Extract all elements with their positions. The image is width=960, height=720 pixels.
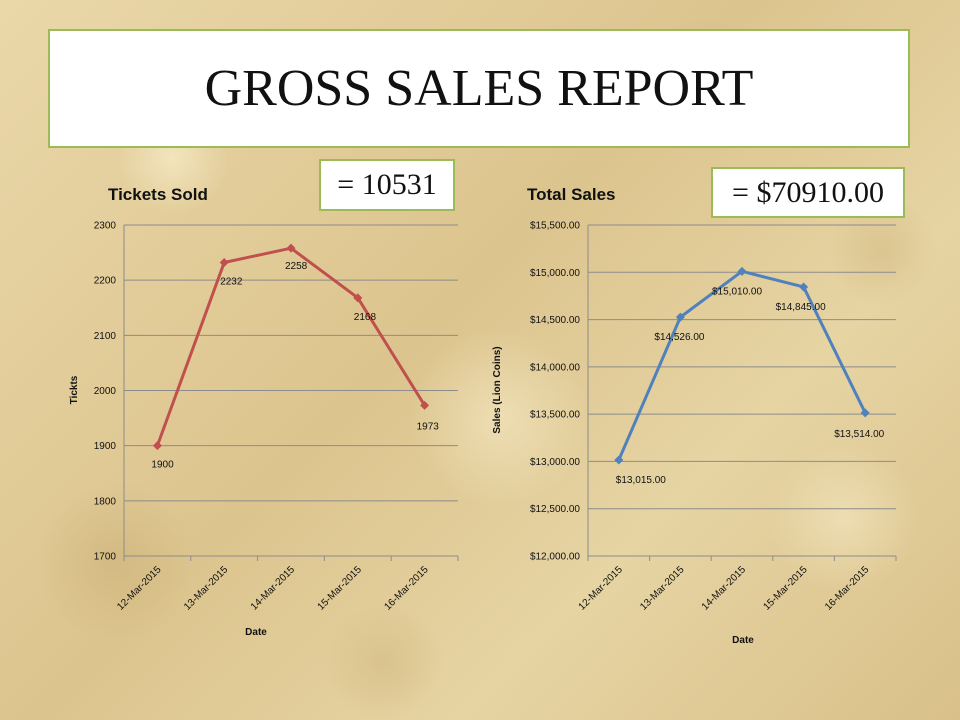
sales-chart-title: Total Sales [527, 185, 616, 204]
tickets-ytick-label: 1800 [94, 496, 117, 507]
sales-data-point [675, 312, 685, 322]
tickets-series-line [155, 246, 426, 447]
sales-xtick-label: 15-Mar-2015 [761, 564, 810, 613]
sales-ytick-label: $12,500.00 [530, 504, 580, 515]
sales-data-point [737, 266, 747, 276]
sales-x-axis-title: Date [732, 635, 754, 646]
tickets-data-point [286, 243, 296, 253]
sales-ytick-label: $14,000.00 [530, 362, 580, 373]
sales-xtick-label: 16-Mar-2015 [823, 564, 872, 613]
sales-series-line [617, 269, 867, 461]
tickets-xtick-label: 16-Mar-2015 [382, 564, 431, 613]
sales-data-point [860, 408, 870, 418]
tickets-data-label: 2168 [354, 312, 377, 323]
tickets-ytick-label: 2100 [94, 331, 117, 342]
tickets-data-label: 2232 [220, 277, 243, 288]
sales-ytick-label: $14,500.00 [530, 315, 580, 326]
sales-xtick-label: 14-Mar-2015 [700, 564, 749, 613]
sales-ytick-label: $13,500.00 [530, 410, 580, 421]
sales-data-label: $14,845.00 [776, 302, 826, 313]
sales-ytick-label: $15,500.00 [530, 221, 580, 232]
page-title: GROSS SALES REPORT [204, 60, 754, 117]
tickets-ytick-label: 2300 [94, 221, 117, 232]
sales-data-label: $13,015.00 [616, 475, 666, 486]
sales-data-label: $13,514.00 [834, 429, 884, 440]
tickets-xtick-label: 13-Mar-2015 [182, 564, 231, 613]
tickets-chart-title: Tickets Sold [108, 185, 208, 204]
sales-data-point [799, 282, 809, 292]
total-tickets-box: = 10531 [319, 159, 455, 211]
sales-data-label: $15,010.00 [712, 286, 762, 297]
title-box: GROSS SALES REPORT [48, 29, 910, 148]
tickets-y-axis-title: Tickts [69, 375, 80, 404]
tickets-xtick-label: 15-Mar-2015 [316, 564, 365, 613]
tickets-data-point [420, 400, 430, 410]
tickets-ytick-label: 2000 [94, 386, 117, 397]
tickets-xtick-label: 12-Mar-2015 [115, 564, 164, 613]
tickets-ytick-label: 1900 [94, 441, 117, 452]
sales-xtick-label: 13-Mar-2015 [638, 564, 687, 613]
tickets-data-point [152, 441, 162, 451]
tickets-data-point [353, 293, 363, 303]
tickets-data-label: 1973 [417, 421, 440, 432]
tickets-xtick-label: 14-Mar-2015 [249, 564, 298, 613]
sales-data-point [614, 455, 624, 465]
total-sales-value: = $70910.00 [732, 175, 884, 209]
sales-y-axis-title: Sales (Lion Coins) [492, 346, 503, 433]
sales-ytick-label: $12,000.00 [530, 552, 580, 563]
tickets-x-axis-title: Date [245, 627, 267, 638]
sales-ytick-label: $15,000.00 [530, 268, 580, 279]
tickets-ytick-label: 1700 [94, 552, 117, 563]
tickets-data-label: 2258 [285, 261, 308, 272]
tickets-ytick-label: 2200 [94, 276, 117, 287]
tickets-data-label: 1900 [151, 460, 174, 471]
sales-ytick-label: $13,000.00 [530, 457, 580, 468]
total-tickets-value: = 10531 [337, 168, 437, 201]
sales-data-label: $14,526.00 [654, 332, 704, 343]
total-sales-box: = $70910.00 [711, 167, 905, 218]
sales-xtick-label: 12-Mar-2015 [577, 564, 626, 613]
tickets-data-point [219, 258, 229, 268]
